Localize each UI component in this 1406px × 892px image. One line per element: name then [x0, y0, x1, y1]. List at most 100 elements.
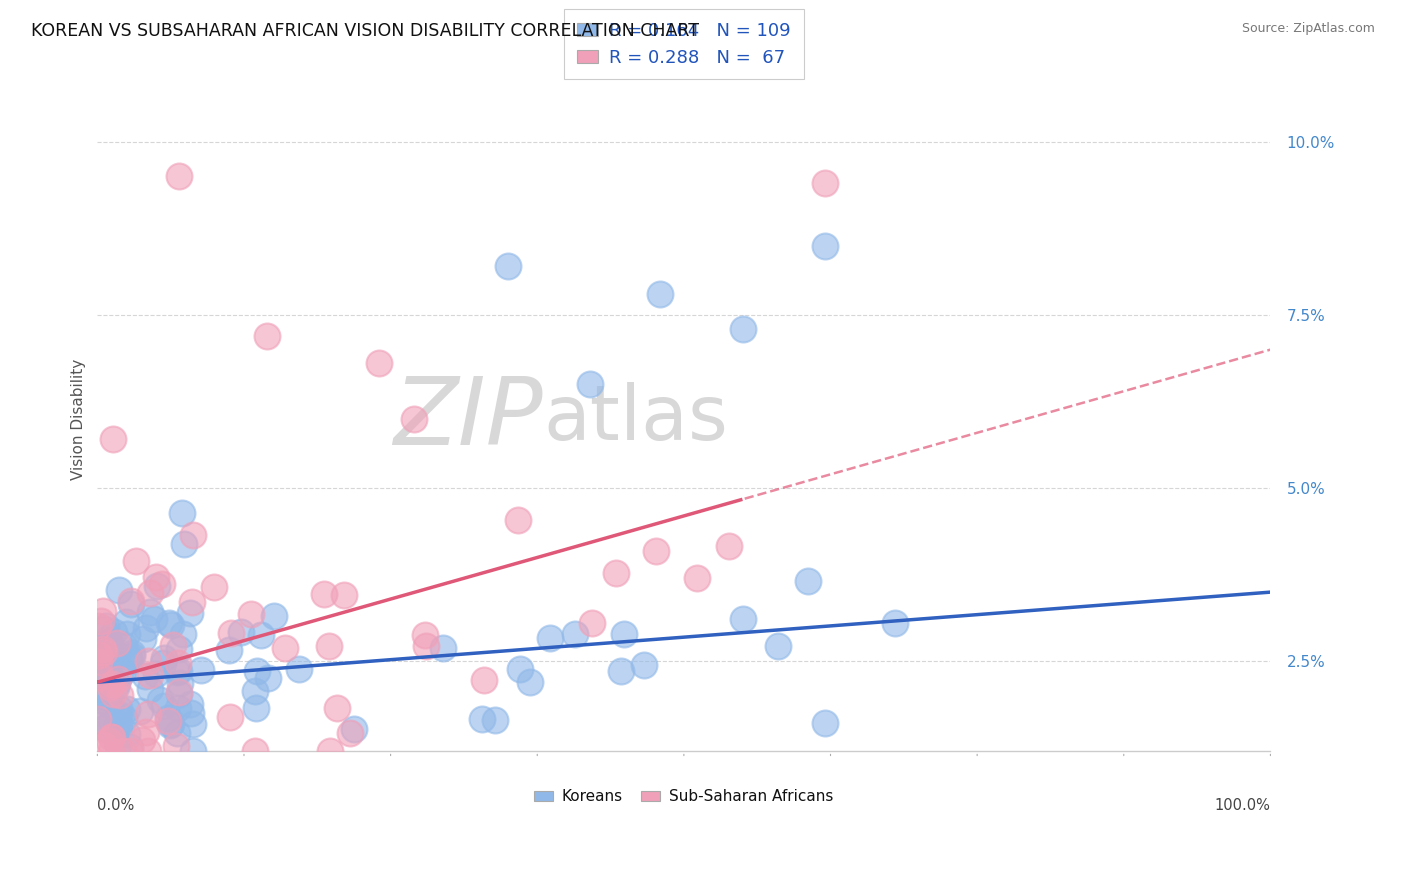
Point — [167, 688, 190, 702]
Point — [564, 627, 586, 641]
Point — [415, 639, 437, 653]
Point — [135, 621, 157, 635]
Point — [179, 698, 201, 712]
Point — [162, 639, 184, 653]
Y-axis label: Vision Disability: Vision Disability — [72, 359, 86, 480]
Legend: Koreans, Sub-Saharan Africans: Koreans, Sub-Saharan Africans — [529, 783, 839, 810]
Point — [101, 432, 124, 446]
Point — [121, 646, 143, 660]
Point — [89, 648, 111, 662]
Point — [94, 619, 117, 633]
Point — [105, 648, 128, 663]
Point — [509, 662, 531, 676]
Point — [166, 665, 188, 680]
Point — [343, 722, 366, 736]
Point — [118, 649, 141, 664]
Point — [108, 583, 131, 598]
Point — [256, 328, 278, 343]
Point — [165, 739, 187, 754]
Point — [243, 744, 266, 758]
Text: ZIP: ZIP — [394, 374, 543, 465]
Point — [101, 687, 124, 701]
Point — [167, 664, 190, 678]
Point — [538, 631, 561, 645]
Point — [152, 656, 174, 670]
Point — [87, 717, 110, 731]
Point — [613, 626, 636, 640]
Point — [814, 238, 837, 252]
Point — [246, 665, 269, 679]
Point — [519, 675, 541, 690]
Point — [105, 636, 128, 650]
Point — [91, 604, 114, 618]
Point — [219, 626, 242, 640]
Point — [91, 641, 114, 656]
Point — [159, 717, 181, 731]
Point — [166, 700, 188, 714]
Point — [100, 652, 122, 666]
Point — [117, 727, 139, 741]
Point — [120, 739, 142, 754]
Point — [93, 645, 115, 659]
Point — [139, 605, 162, 619]
Point — [100, 714, 122, 729]
Point — [339, 726, 361, 740]
Point — [318, 640, 340, 654]
Point — [107, 739, 129, 754]
Point — [139, 585, 162, 599]
Point — [118, 654, 141, 668]
Point — [183, 527, 205, 541]
Point — [312, 586, 335, 600]
Point — [89, 655, 111, 669]
Point — [157, 711, 180, 725]
Point — [471, 712, 494, 726]
Point — [98, 698, 121, 712]
Point — [93, 721, 115, 735]
Point — [103, 624, 125, 639]
Point — [190, 663, 212, 677]
Point — [132, 632, 155, 646]
Point — [814, 177, 837, 191]
Point — [610, 664, 633, 678]
Point — [367, 357, 389, 371]
Point — [202, 580, 225, 594]
Point — [121, 649, 143, 664]
Point — [145, 569, 167, 583]
Point — [136, 707, 159, 722]
Point — [180, 706, 202, 721]
Point — [97, 697, 120, 711]
Point — [731, 612, 754, 626]
Point — [167, 685, 190, 699]
Point — [136, 744, 159, 758]
Point — [86, 713, 108, 727]
Point — [179, 606, 201, 620]
Point — [107, 707, 129, 722]
Point — [105, 676, 128, 690]
Point — [138, 668, 160, 682]
Point — [98, 635, 121, 649]
Point — [506, 513, 529, 527]
Point — [145, 666, 167, 681]
Point — [96, 656, 118, 670]
Point — [120, 597, 142, 611]
Point — [105, 680, 128, 694]
Point — [87, 618, 110, 632]
Point — [129, 704, 152, 718]
Point — [101, 677, 124, 691]
Point — [256, 671, 278, 685]
Point — [644, 544, 666, 558]
Point — [243, 683, 266, 698]
Point — [108, 716, 131, 731]
Point — [90, 670, 112, 684]
Point — [159, 618, 181, 632]
Point — [218, 710, 240, 724]
Point — [117, 627, 139, 641]
Point — [97, 656, 120, 670]
Point — [159, 718, 181, 732]
Point — [120, 744, 142, 758]
Point — [89, 669, 111, 683]
Point — [108, 701, 131, 715]
Point — [605, 566, 627, 581]
Point — [90, 648, 112, 663]
Point — [166, 726, 188, 740]
